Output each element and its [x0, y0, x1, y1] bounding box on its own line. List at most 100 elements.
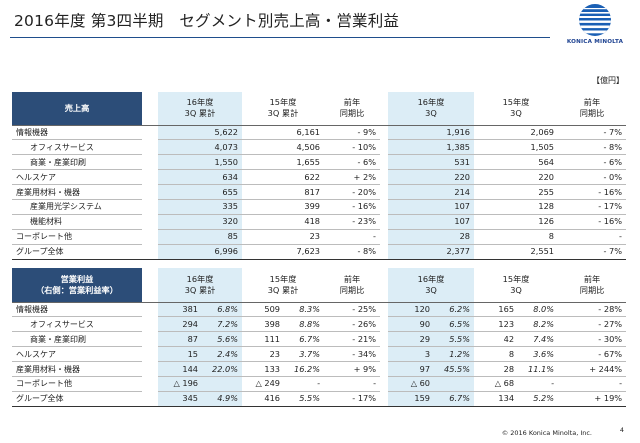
sales-16-3q-cum: 634 — [158, 169, 242, 185]
op-yoy-3q: - 28% — [558, 301, 627, 317]
table-row: グループ全体 345 4.9% 416 5.5% - 17% 159 6.7% 134 5.2% +… — [12, 390, 627, 407]
table-row: ヘルスケア 634 622 + 2% 220 220- 0% — [12, 169, 626, 185]
sales-16-3q: 107 — [388, 213, 474, 230]
sales-15-3q: 220 — [474, 169, 558, 185]
sales-16-3q: 220 — [388, 169, 474, 185]
sales-16-3q-cum: 6,996 — [158, 243, 242, 260]
op-margin-16-3q — [434, 375, 475, 392]
page-number: 4 — [619, 426, 624, 434]
sales-16-3q-cum: 5,622 — [158, 124, 242, 140]
op-margin-15-3q-cum: 6.7% — [284, 331, 325, 347]
table-row: 産業用材料・機器 655 817- 20% 214 255- 16% — [12, 184, 626, 200]
sales-yoy-cum: - — [324, 228, 380, 245]
op-margin-16-3q: 6.5% — [434, 316, 475, 332]
op-16-3q: 29 — [388, 331, 435, 347]
table-row: ヘルスケア 15 2.4% 23 3.7% - 34% 3 1.2% 8 3.6% - 67% — [12, 346, 627, 362]
table-row: 機能材料 320 418- 23% 107 126- 16% — [12, 213, 626, 230]
sales-16-3q-cum: 1,550 — [158, 154, 242, 170]
op-yoy-3q: - 67% — [558, 346, 627, 362]
sales-15-3q: 255 — [474, 184, 558, 200]
op-header-yoy-cum: 前年 同期比 — [324, 268, 381, 303]
op-margin-15-3q: 5.2% — [518, 390, 559, 407]
table-row: 情報機器 5,622 6,161- 9% 1,916 2,069- 7% — [12, 124, 626, 140]
sales-yoy-cum: - 23% — [324, 213, 380, 230]
op-15-3q-cum: 133 — [242, 361, 285, 377]
op-15-3q: 42 — [474, 331, 519, 347]
sales-header-yoy-cum: 前年 同期比 — [324, 92, 380, 126]
op-16-3q: 97 — [388, 361, 435, 377]
operating-profit-table: 営業利益 （右側：営業利益率） 16年度 3Q 累計 15年度 3Q 累計 前年 同期… — [12, 268, 627, 407]
op-yoy-cum: - 21% — [324, 331, 381, 347]
company-logo: KONICA MINOLTA — [553, 3, 637, 49]
op-15-3q-cum: 416 — [242, 390, 285, 407]
sales-16-3q: 28 — [388, 228, 474, 245]
sales-yoy-cum: - 10% — [324, 139, 380, 155]
op-yoy-cum: - 17% — [324, 390, 381, 407]
op-16-3q-cum: 15 — [158, 346, 202, 362]
op-yoy-cum: - 26% — [324, 316, 381, 332]
op-margin-15-3q-cum: 3.7% — [284, 346, 325, 362]
op-15-3q-cum: 23 — [242, 346, 285, 362]
table-row: コーポレート他 85 23-28 8- — [12, 228, 626, 245]
sales-16-3q-cum: 655 — [158, 184, 242, 200]
row-label: 情報機器 — [12, 124, 142, 140]
sales-header-16-3q-cum: 16年度 3Q 累計 — [158, 92, 242, 126]
sales-16-3q: 1,385 — [388, 139, 474, 155]
sales-15-3q-cum: 6,161 — [242, 124, 324, 140]
row-label: 機能材料 — [12, 213, 142, 230]
row-label: 商業・産業印刷 — [12, 154, 142, 170]
sales-yoy-3q: - 16% — [558, 213, 626, 230]
sales-yoy-3q: - — [558, 228, 626, 245]
sales-yoy-3q: - 8% — [558, 139, 626, 155]
row-label: グループ全体 — [12, 243, 142, 260]
sales-yoy-3q: - 7% — [558, 243, 626, 260]
op-yoy-3q: - 30% — [558, 331, 627, 347]
sales-16-3q: 531 — [388, 154, 474, 170]
sales-header-yoy-3q: 前年 同期比 — [558, 92, 626, 126]
row-label: 産業用材料・機器 — [12, 361, 142, 377]
sales-15-3q-cum: 4,506 — [242, 139, 324, 155]
sales-yoy-3q: - 6% — [558, 154, 626, 170]
sales-15-3q-cum: 23 — [242, 228, 324, 245]
sales-header-15-3q: 15年度 3Q — [474, 92, 558, 126]
op-margin-16-3q-cum: 7.2% — [202, 316, 243, 332]
op-15-3q-cum: 509 — [242, 301, 285, 317]
op-margin-15-3q: - — [518, 375, 559, 392]
sales-15-3q-cum: 418 — [242, 213, 324, 230]
title-underline — [10, 37, 550, 38]
op-margin-15-3q: 8.0% — [518, 301, 559, 317]
table-row: オフィスサービス 4,073 4,506- 10% 1,385 1,505- 8% — [12, 139, 626, 155]
op-15-3q: 165 — [474, 301, 519, 317]
op-header-16-3q-cum: 16年度 3Q 累計 — [158, 268, 243, 303]
page-title: 2016年度 第3四半期 セグメント別売上高・営業利益 — [14, 12, 400, 30]
sales-table: 売上高 16年度 3Q 累計 15年度 3Q 累計 前年 同期比 16年度 3Q 15年… — [12, 92, 626, 260]
table-row: 商業・産業印刷 87 5.6% 111 6.7% - 21% 29 5.5% 42 7.4% - 3… — [12, 331, 627, 347]
op-15-3q: 28 — [474, 361, 519, 377]
sales-16-3q-cum: 4,073 — [158, 139, 242, 155]
sales-16-3q: 1,916 — [388, 124, 474, 140]
op-yoy-3q: - 27% — [558, 316, 627, 332]
row-label: コーポレート他 — [12, 375, 142, 392]
op-yoy-3q: + 244% — [558, 361, 627, 377]
op-15-3q-cum: 398 — [242, 316, 285, 332]
sales-15-3q: 8 — [474, 228, 558, 245]
op-yoy-cum: - 34% — [324, 346, 381, 362]
op-margin-16-3q: 6.7% — [434, 390, 475, 407]
sales-15-3q-cum: 7,623 — [242, 243, 324, 260]
sales-15-3q-cum: 622 — [242, 169, 324, 185]
op-15-3q-cum: △ 249 — [242, 375, 285, 392]
op-16-3q: 3 — [388, 346, 435, 362]
op-margin-16-3q-cum: 2.4% — [202, 346, 243, 362]
op-margin-16-3q-cum: 4.9% — [202, 390, 243, 407]
row-label: コーポレート他 — [12, 228, 142, 245]
sales-15-3q-cum: 1,655 — [242, 154, 324, 170]
sales-yoy-cum: + 2% — [324, 169, 380, 185]
sales-yoy-cum: - 9% — [324, 124, 380, 140]
op-15-3q: 8 — [474, 346, 519, 362]
op-margin-16-3q-cum: 5.6% — [202, 331, 243, 347]
row-label: オフィスサービス — [12, 139, 142, 155]
op-16-3q-cum: 381 — [158, 301, 202, 317]
op-15-3q: 134 — [474, 390, 519, 407]
row-label: ヘルスケア — [12, 169, 142, 185]
row-label: 産業用材料・機器 — [12, 184, 142, 200]
